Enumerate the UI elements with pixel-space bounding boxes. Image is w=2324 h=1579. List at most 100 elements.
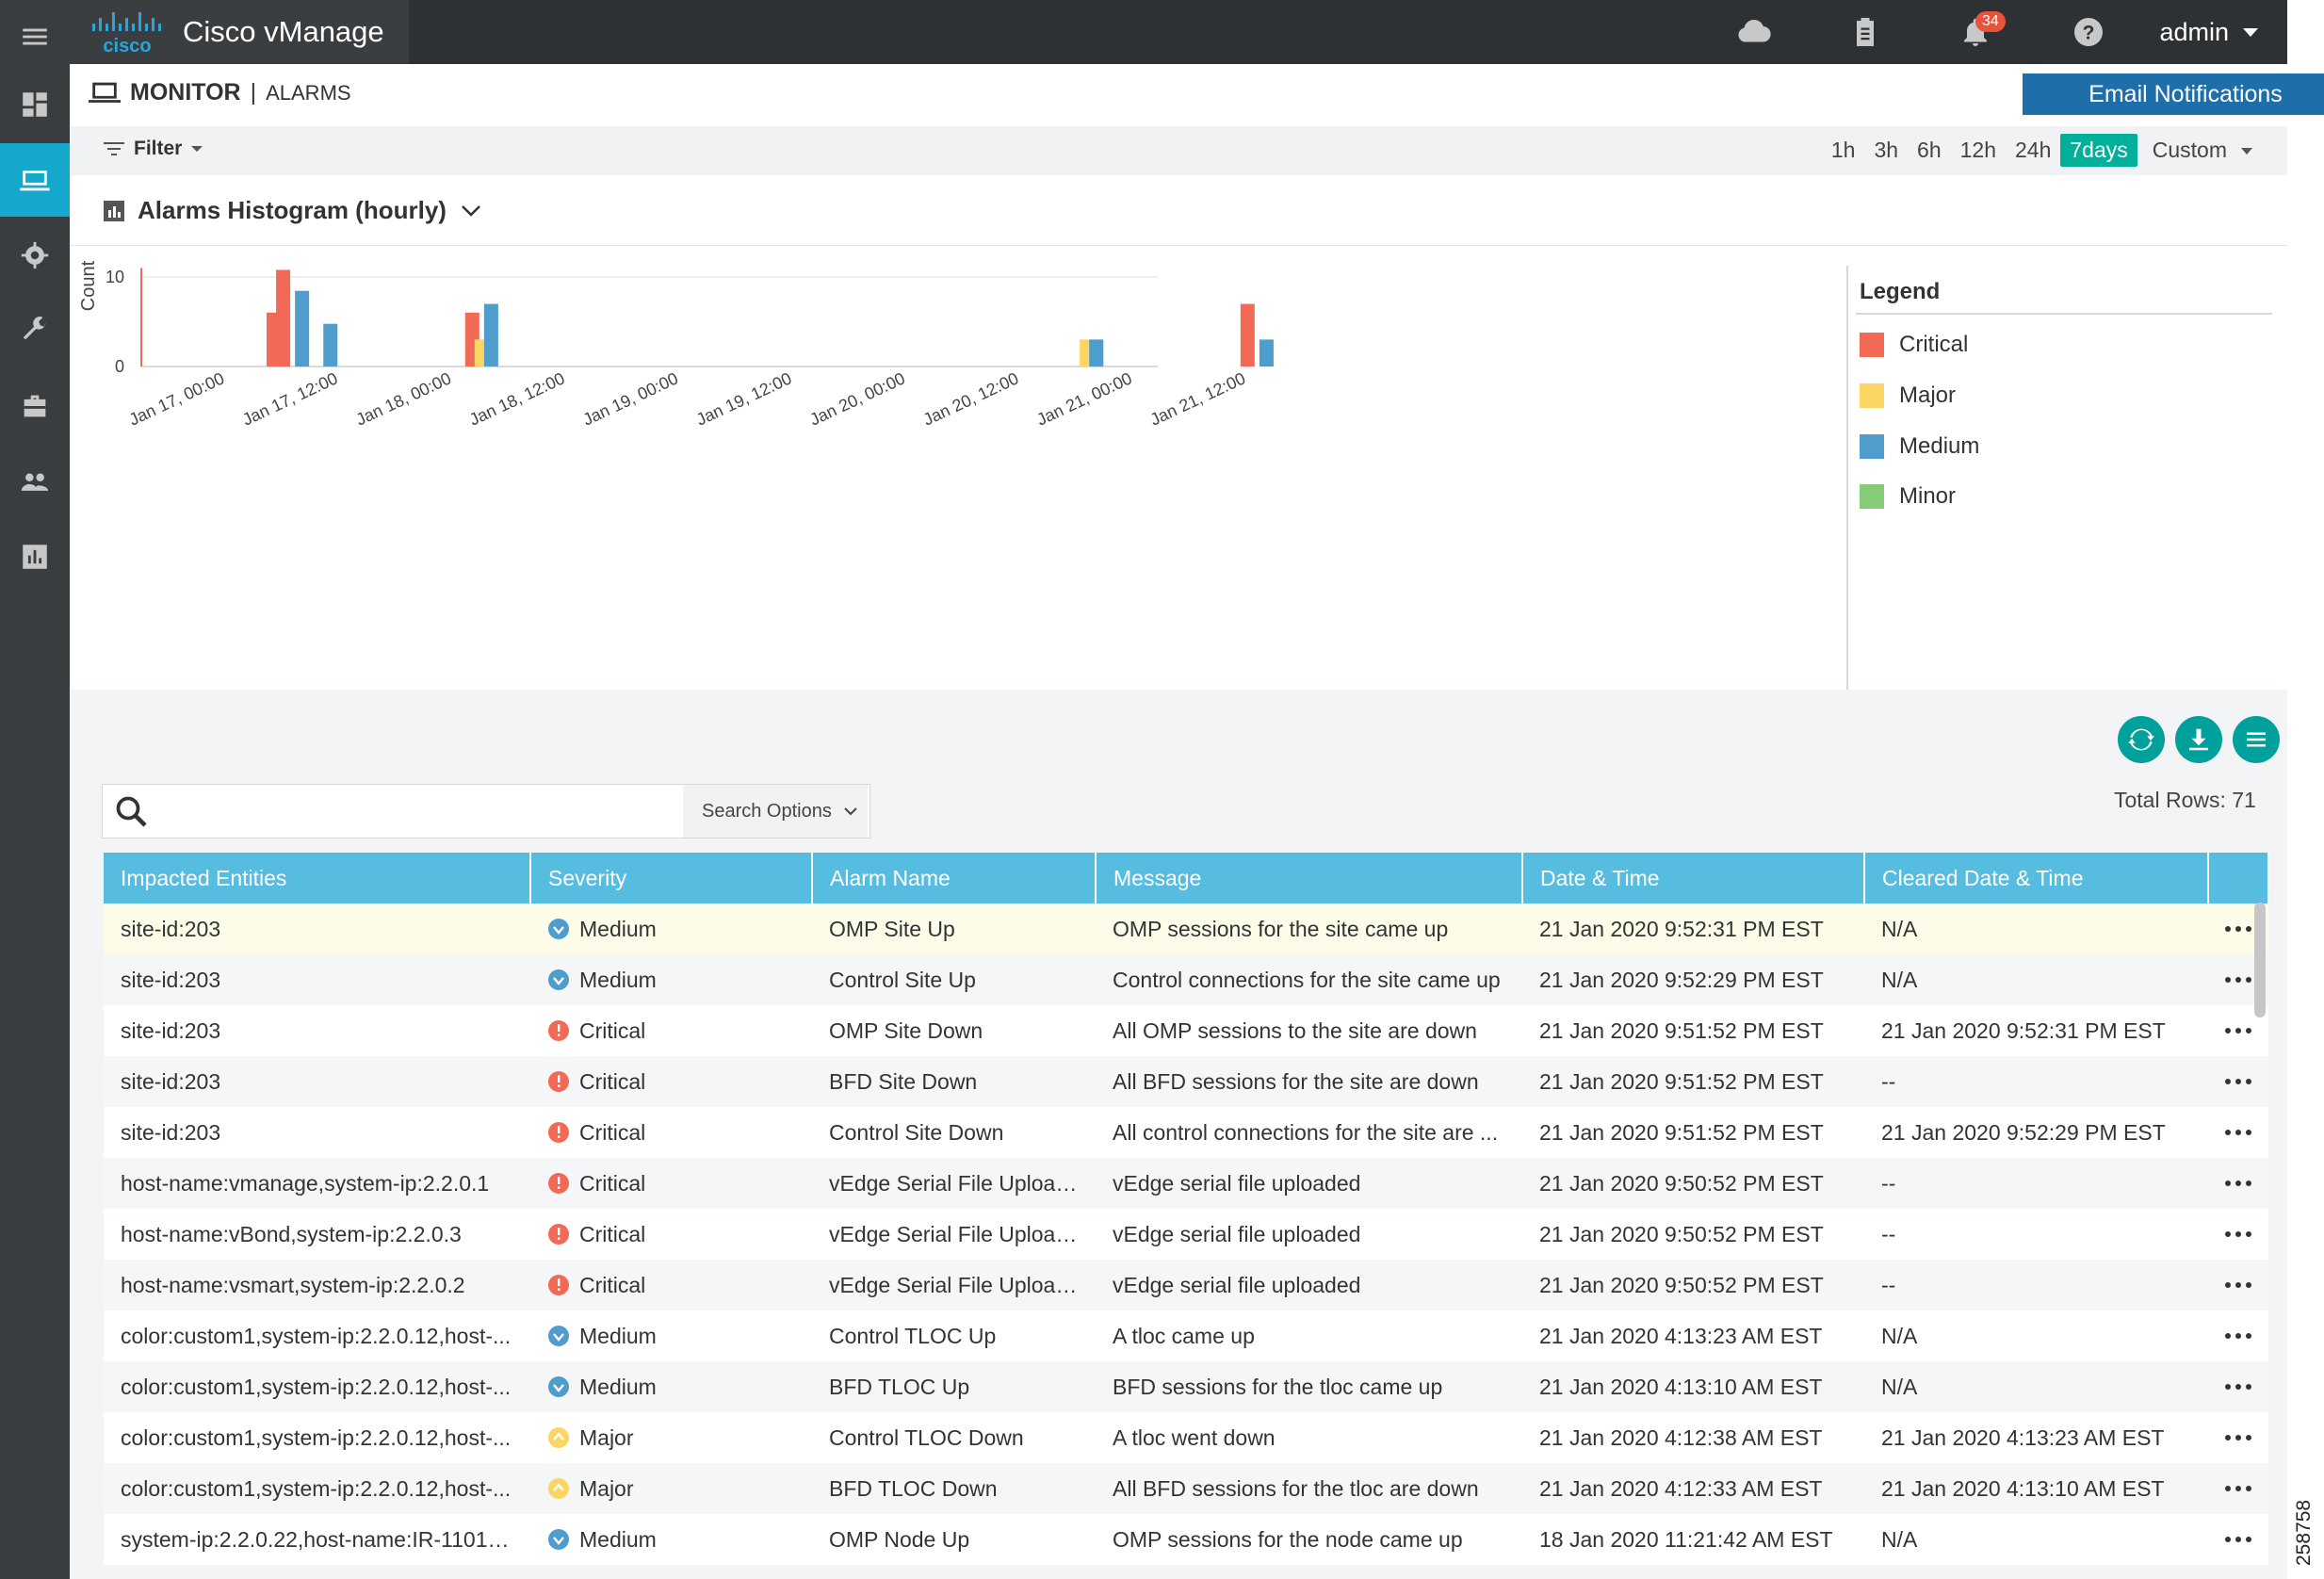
histogram-header[interactable]: Alarms Histogram (hourly) — [70, 175, 2287, 246]
notifications-icon[interactable]: 34 — [1958, 0, 2015, 64]
row-actions[interactable] — [2208, 1209, 2268, 1260]
more-options-icon[interactable] — [2225, 1180, 2251, 1186]
analytics-icon[interactable] — [0, 520, 70, 594]
table-row[interactable]: site-id:203 Critical Control Site Down All … — [104, 1107, 2268, 1158]
row-actions[interactable] — [2208, 1412, 2268, 1463]
legend-item-medium[interactable]: Medium — [1860, 433, 1979, 460]
chevron-down-icon — [462, 204, 480, 217]
brand[interactable]: cisco Cisco vManage — [70, 0, 409, 64]
email-notifications-button[interactable]: Email Notifications — [2023, 73, 2324, 115]
bar-critical[interactable] — [1240, 303, 1255, 366]
table-row[interactable]: site-id:203 Medium OMP Site Up OMP sessions… — [104, 903, 2268, 954]
severity-label: Critical — [579, 1119, 646, 1145]
maintenance-icon[interactable] — [0, 369, 70, 443]
configuration-icon[interactable] — [0, 219, 70, 292]
more-options-icon[interactable] — [2225, 1486, 2251, 1491]
row-actions[interactable] — [2208, 1260, 2268, 1310]
download-button[interactable] — [2175, 716, 2222, 763]
row-actions[interactable] — [2208, 1463, 2268, 1514]
column-header-severity[interactable]: Severity — [530, 853, 813, 903]
more-options-icon[interactable] — [2225, 1537, 2251, 1542]
critical-alert-icon — [548, 1173, 569, 1194]
cell-date-time: 21 Jan 2020 4:13:10 AM EST — [1522, 1361, 1864, 1412]
table-row[interactable]: site-id:203 Critical BFD Site Down All BFD … — [104, 1056, 2268, 1107]
tools-icon[interactable] — [0, 294, 70, 367]
dashboard-icon[interactable] — [0, 68, 70, 141]
cell-alarm-name: BFD TLOC Up — [812, 1361, 1096, 1412]
time-option-1h[interactable]: 1h — [1830, 138, 1856, 162]
row-actions[interactable] — [2208, 1361, 2268, 1412]
time-option-custom[interactable]: Custom — [2152, 138, 2227, 162]
bar-medium[interactable] — [323, 323, 338, 366]
column-header-date-time[interactable]: Date & Time — [1522, 853, 1865, 903]
cloud-icon[interactable] — [1737, 0, 1771, 64]
row-actions[interactable] — [2208, 1310, 2268, 1361]
cell-alarm-name: Control TLOC Down — [812, 1412, 1096, 1463]
legend-divider — [1856, 313, 2272, 315]
table-row[interactable]: system-ip:2.2.0.22,host-name:IR-1101-2..… — [104, 1514, 2268, 1565]
time-option-12h[interactable]: 12h — [1959, 138, 1996, 162]
table-row[interactable]: host-name:vmanage,system-ip:2.2.0.1 Criti… — [104, 1158, 2268, 1209]
table-row[interactable]: color:custom1,system-ip:2.2.0.12,host-..… — [104, 1412, 2268, 1463]
table-scrollbar[interactable] — [2254, 903, 2266, 1017]
x-tick-label: Jan 20, 12:00 — [920, 368, 1021, 429]
more-options-icon[interactable] — [2225, 926, 2251, 932]
row-actions[interactable] — [2208, 1158, 2268, 1209]
column-header-alarm-name[interactable]: Alarm Name — [812, 853, 1097, 903]
column-header-cleared-date-time[interactable]: Cleared Date & Time — [1864, 853, 2209, 903]
more-options-icon[interactable] — [2225, 1333, 2251, 1339]
bar-medium[interactable] — [1089, 339, 1104, 366]
row-actions[interactable] — [2208, 1107, 2268, 1158]
columns-button[interactable] — [2233, 716, 2280, 763]
more-options-icon[interactable] — [2225, 1028, 2251, 1034]
notification-badge: 34 — [1975, 11, 2006, 32]
time-option-3h[interactable]: 3h — [1874, 138, 1899, 162]
legend-item-minor[interactable]: Minor — [1860, 483, 1956, 510]
more-options-icon[interactable] — [2225, 1384, 2251, 1390]
cell-impacted-entity: system-ip:2.2.0.22,host-name:IR-1101-2..… — [104, 1514, 530, 1565]
menu-icon[interactable] — [0, 0, 70, 73]
table-row[interactable]: site-id:203 Critical OMP Site Down All OMP … — [104, 1005, 2268, 1056]
time-option-6h[interactable]: 6h — [1917, 138, 1942, 162]
cell-cleared-date-time: 21 Jan 2020 4:13:23 AM EST — [1864, 1412, 2208, 1463]
table-row[interactable]: host-name:vsmart,system-ip:2.2.0.2 Critic… — [104, 1260, 2268, 1310]
time-option-24h[interactable]: 24h — [2015, 138, 2052, 162]
time-option-7days[interactable]: 7days — [2060, 134, 2137, 167]
table-row[interactable]: color:custom1,system-ip:2.2.0.12,host-..… — [104, 1463, 2268, 1514]
cell-date-time: 21 Jan 2020 9:50:52 PM EST — [1522, 1209, 1864, 1260]
column-header-impacted-entities[interactable]: Impacted Entities — [104, 853, 531, 903]
more-options-icon[interactable] — [2225, 1079, 2251, 1084]
user-menu[interactable]: admin — [2159, 0, 2259, 64]
row-actions[interactable] — [2208, 1514, 2268, 1565]
table-row[interactable]: host-name:vBond,system-ip:2.2.0.3 Critica… — [104, 1209, 2268, 1260]
bar-medium[interactable] — [295, 290, 310, 366]
column-header-message[interactable]: Message — [1096, 853, 1523, 903]
legend-item-major[interactable]: Major — [1860, 383, 1956, 409]
more-options-icon[interactable] — [2225, 1282, 2251, 1288]
more-options-icon[interactable] — [2225, 977, 2251, 983]
table-row[interactable]: site-id:203 Medium Control Site Up Control … — [104, 954, 2268, 1005]
administration-icon[interactable] — [0, 445, 70, 518]
bar-critical[interactable] — [276, 269, 291, 366]
filter-button[interactable]: Filter — [104, 138, 203, 160]
more-options-icon[interactable] — [2225, 1231, 2251, 1237]
help-icon[interactable]: ? — [2072, 0, 2105, 64]
monitor-icon[interactable] — [0, 143, 70, 217]
tasks-icon[interactable] — [1848, 0, 1882, 64]
bar-medium[interactable] — [483, 303, 498, 366]
search-options-dropdown[interactable]: Search Options — [683, 785, 868, 838]
row-actions[interactable] — [2208, 1056, 2268, 1107]
chevron-down-icon[interactable] — [2240, 146, 2253, 155]
bar-medium[interactable] — [1259, 339, 1274, 366]
cell-message: vEdge serial file uploaded — [1096, 1158, 1522, 1209]
table-row[interactable]: color:custom1,system-ip:2.2.0.12,host-..… — [104, 1310, 2268, 1361]
cell-date-time: 21 Jan 2020 9:51:52 PM EST — [1522, 1005, 1864, 1056]
more-options-icon[interactable] — [2225, 1130, 2251, 1135]
cell-severity: Major — [530, 1412, 812, 1463]
legend-item-critical[interactable]: Critical — [1860, 332, 1968, 358]
refresh-button[interactable] — [2118, 716, 2165, 763]
search-input[interactable] — [163, 790, 770, 832]
cell-severity: Medium — [530, 1310, 812, 1361]
more-options-icon[interactable] — [2225, 1435, 2251, 1441]
table-row[interactable]: color:custom1,system-ip:2.2.0.12,host-..… — [104, 1361, 2268, 1412]
